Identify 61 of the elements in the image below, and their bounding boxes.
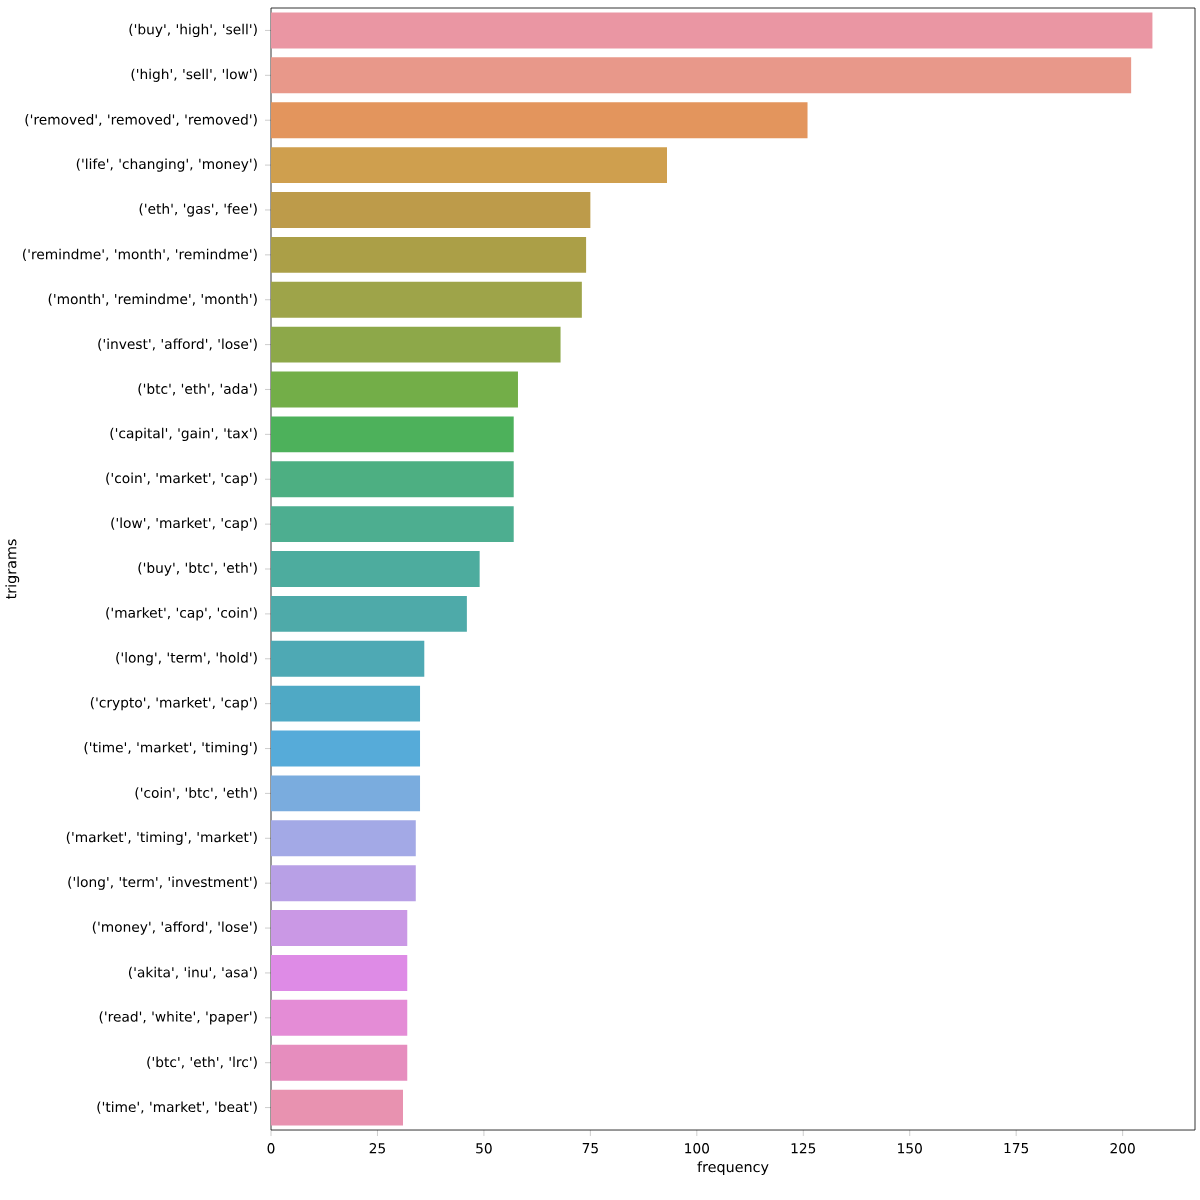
bar	[271, 685, 421, 722]
bar	[271, 865, 416, 902]
bar	[271, 954, 408, 991]
bar	[271, 12, 1153, 49]
bar	[271, 640, 425, 677]
y-tick-label: ('long', 'term', 'hold')	[116, 652, 257, 666]
y-tick-label: ('life', 'changing', 'money')	[76, 158, 257, 172]
y-tick-label: ('read', 'white', 'paper')	[99, 1011, 257, 1025]
x-tick-label: 125	[791, 1143, 816, 1154]
y-axis-title: trigrams	[5, 539, 20, 600]
y-tick-label: ('buy', 'btc', 'eth')	[138, 562, 257, 576]
bar	[271, 551, 480, 587]
bar	[271, 506, 514, 543]
bar	[271, 730, 421, 767]
bar	[271, 281, 582, 318]
y-tick-label: ('crypto', 'market', 'cap')	[90, 697, 257, 711]
y-tick-label: ('high', 'sell', 'low')	[131, 68, 257, 82]
y-tick-label: ('invest', 'afford', 'lose')	[98, 338, 257, 351]
y-tick-label: ('btc', 'eth', 'ada')	[138, 383, 257, 396]
y-tick-label: ('capital', 'gain', 'tax')	[110, 427, 257, 442]
bar	[271, 416, 514, 453]
x-tick-label: 50	[476, 1143, 492, 1154]
y-tick-label: ('coin', 'btc', 'eth')	[135, 787, 257, 800]
x-tick-label: 200	[1110, 1143, 1135, 1154]
y-tick-label: ('long', 'term', 'investment')	[68, 876, 257, 890]
x-tick-label: 75	[582, 1143, 598, 1154]
x-tick-label: 25	[369, 1143, 385, 1154]
bar	[271, 147, 667, 184]
bar	[271, 192, 591, 228]
bar	[271, 775, 421, 812]
bar	[271, 57, 1132, 94]
bar	[271, 999, 408, 1036]
y-tick-label: ('time', 'market', 'beat')	[97, 1101, 257, 1114]
bar	[271, 910, 408, 947]
y-tick-label: ('removed', 'removed', 'removed')	[25, 114, 257, 127]
y-tick-label: ('money', 'afford', 'lose')	[92, 921, 257, 935]
x-tick-label: 150	[898, 1143, 922, 1154]
bar	[271, 371, 518, 408]
x-tick-label: 100	[685, 1143, 710, 1154]
y-tick-label: ('coin', 'market', 'cap')	[106, 472, 257, 486]
y-tick-label: ('month', 'remindme', 'month')	[48, 293, 257, 306]
y-tick-label: ('remindme', 'month', 'remindme')	[23, 248, 257, 261]
bar	[271, 326, 561, 363]
y-tick-label: ('market', 'timing', 'market')	[66, 831, 257, 845]
bar	[271, 595, 467, 632]
y-tick-label: ('akita', 'inu', 'asa')	[128, 966, 257, 980]
y-tick-label: ('eth', 'gas', 'fee')	[139, 203, 257, 217]
x-tick-label: 0	[267, 1143, 275, 1154]
bar	[271, 461, 514, 498]
y-tick-label: ('buy', 'high', 'sell')	[129, 23, 257, 38]
bar	[271, 236, 587, 273]
y-tick-label: ('btc', 'eth', 'lrc')	[147, 1056, 257, 1069]
bar	[271, 1089, 403, 1126]
y-tick-label: ('market', 'cap', 'coin')	[106, 607, 257, 621]
bar	[271, 102, 808, 139]
bar	[271, 820, 416, 857]
bar	[271, 1044, 408, 1081]
y-tick-label: ('low', 'market', 'cap')	[111, 517, 257, 531]
y-tick-label: ('time', 'market', 'timing')	[84, 741, 257, 756]
x-tick-label: 175	[1004, 1143, 1029, 1154]
x-axis-title: frequency	[697, 1161, 769, 1175]
